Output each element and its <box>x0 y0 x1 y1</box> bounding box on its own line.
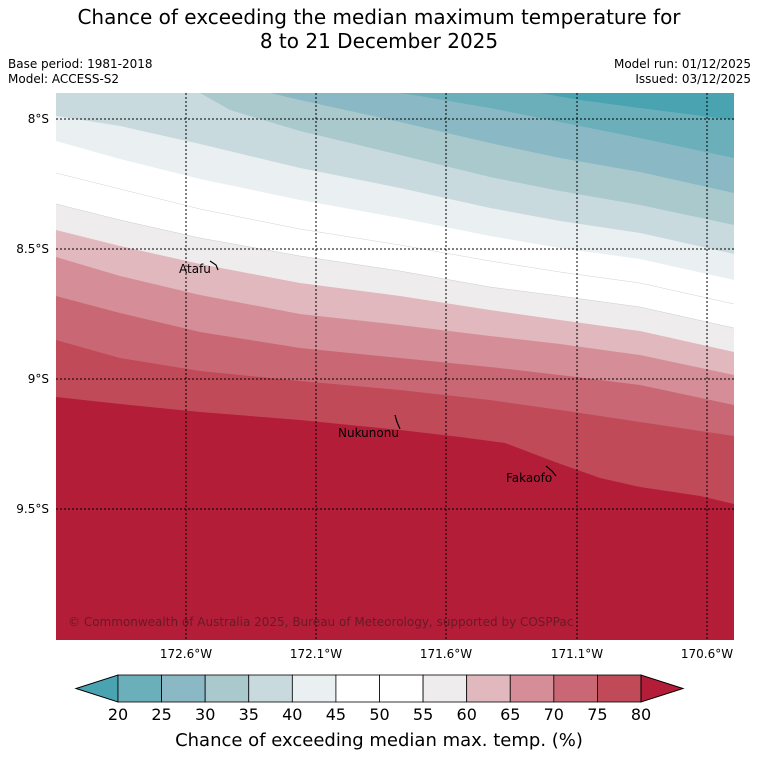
colorbar-cell <box>379 674 424 703</box>
colorbar-cell <box>466 674 511 703</box>
lat-label: 8.5°S <box>16 242 49 256</box>
colorbar-extend-low <box>74 674 119 703</box>
colorbar-cell <box>422 674 468 703</box>
lat-label: 9°S <box>28 372 49 386</box>
lon-label: 171.6°W <box>420 647 472 661</box>
gridlines <box>56 93 734 640</box>
contour-lines <box>56 172 734 329</box>
copyright-notice: © Commonwealth of Australia 2025, Bureau… <box>68 615 573 629</box>
place-label-nukunonu: Nukunonu <box>338 426 399 440</box>
colorbar-tick-label: 80 <box>631 705 651 724</box>
colorbar-cell <box>248 674 293 703</box>
band-below-20 <box>420 93 734 120</box>
colorbar-cell <box>291 674 337 703</box>
colorbar-cell <box>597 674 642 703</box>
colorbar-tick-label: 55 <box>413 705 433 724</box>
colorbar-cell <box>553 674 598 703</box>
fakaofo-island-icon <box>545 465 557 477</box>
colorbar-extend-high <box>640 674 685 703</box>
colorbar-tick-label: 75 <box>587 705 607 724</box>
place-label-fakaofo: Fakaofo <box>506 471 552 485</box>
atoll-fakaofo: Fakaofo <box>506 465 557 485</box>
colorbar-tick-label: 40 <box>282 705 302 724</box>
colorbar-title: Chance of exceeding median max. temp. (%… <box>175 730 583 751</box>
base-period: Base period: 1981-2018 <box>8 57 153 71</box>
colorbar-tick-label: 60 <box>457 705 477 724</box>
colorbar-cell <box>117 674 162 703</box>
lon-labels: 172.6°W 172.1°W 171.6°W 171.1°W 170.6°W <box>160 647 733 661</box>
title-line-2: 8 to 21 December 2025 <box>259 29 499 53</box>
colorbar-tick-label: 45 <box>326 705 346 724</box>
meta-left: Base period: 1981-2018 Model: ACCESS-S2 <box>8 57 153 87</box>
lon-label: 172.1°W <box>290 647 342 661</box>
issued-date: Issued: 03/12/2025 <box>635 72 751 86</box>
colorbar-tick-label: 70 <box>544 705 564 724</box>
atafu-island-icon <box>209 260 219 271</box>
lat-label: 9.5°S <box>16 502 49 516</box>
colorbar-cell <box>161 674 206 703</box>
colorbar-tick-label: 25 <box>151 705 171 724</box>
atoll-nukunonu: Nukunonu <box>338 414 401 440</box>
lat-labels: 8°S 8.5°S 9°S 9.5°S <box>16 112 49 516</box>
colorbar-tick-label: 65 <box>500 705 520 724</box>
model-run: Model run: 01/12/2025 <box>613 57 751 71</box>
title-line-1: Chance of exceeding the median maximum t… <box>77 5 681 29</box>
colorbar-ticks: 20 25 30 35 40 45 50 55 60 65 70 75 80 <box>108 705 651 724</box>
colorbar-cell <box>335 674 380 703</box>
colorbar-tick-label: 20 <box>108 705 128 724</box>
model-name: Model: ACCESS-S2 <box>8 72 120 86</box>
colorbar-cells <box>74 674 685 703</box>
colorbar-cell <box>509 674 555 703</box>
colorbar-tick-label: 35 <box>239 705 259 724</box>
map-title: Chance of exceeding the median maximum t… <box>0 5 758 53</box>
lat-label: 8°S <box>28 112 49 126</box>
nukunonu-island-icon <box>394 414 401 430</box>
colorbar-tick-label: 30 <box>195 705 215 724</box>
place-label-atafu: Atafu <box>179 262 211 276</box>
lon-label: 171.1°W <box>551 647 603 661</box>
contour-bands <box>56 93 734 640</box>
colorbar-tick-label: 50 <box>369 705 389 724</box>
colorbar-cell <box>204 674 250 703</box>
meta-right: Model run: 01/12/2025 Issued: 03/12/2025 <box>614 57 751 87</box>
atoll-atafu: Atafu <box>179 260 219 276</box>
lon-label: 172.6°W <box>160 647 212 661</box>
lon-label: 170.6°W <box>681 647 733 661</box>
band-20-25 <box>290 93 734 158</box>
